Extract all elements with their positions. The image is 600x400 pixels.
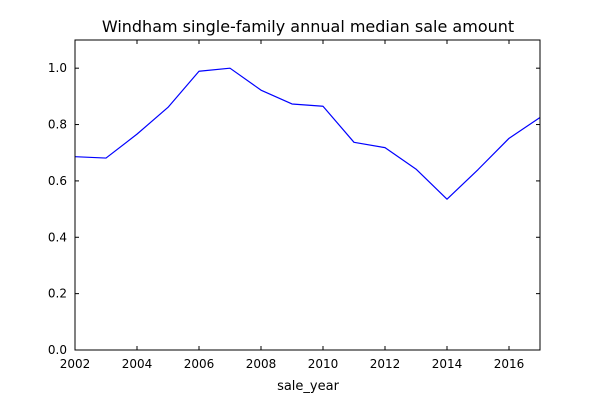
plot-frame <box>74 39 541 351</box>
y-tick-label: 0.4 <box>48 230 67 244</box>
y-tick-label: 0.0 <box>48 343 67 357</box>
x-tick-label: 2004 <box>122 357 153 371</box>
x-tick-label: 2010 <box>308 357 339 371</box>
x-tick-label: 2002 <box>60 357 91 371</box>
plot-area: 2002 2004 2006 2008 2010 2012 2014 2016 0.0 0.2 0.… <box>48 39 541 371</box>
y-tick-label: 0.2 <box>48 287 67 301</box>
y-tick-label: 1.0 <box>48 61 67 75</box>
series-line-0 <box>74 67 541 200</box>
chart-title: Windham single-family annual median sale… <box>102 17 514 36</box>
x-tick-label: 2016 <box>494 357 525 371</box>
x-tick-label: 2012 <box>370 357 401 371</box>
x-tick-label: 2006 <box>184 357 215 371</box>
y-tick-label: 0.6 <box>48 174 67 188</box>
x-tick-label: 2014 <box>432 357 463 371</box>
y-tick-label: 0.8 <box>48 118 67 132</box>
x-tick-label: 2008 <box>246 357 277 371</box>
x-axis-label: sale_year <box>277 379 340 394</box>
